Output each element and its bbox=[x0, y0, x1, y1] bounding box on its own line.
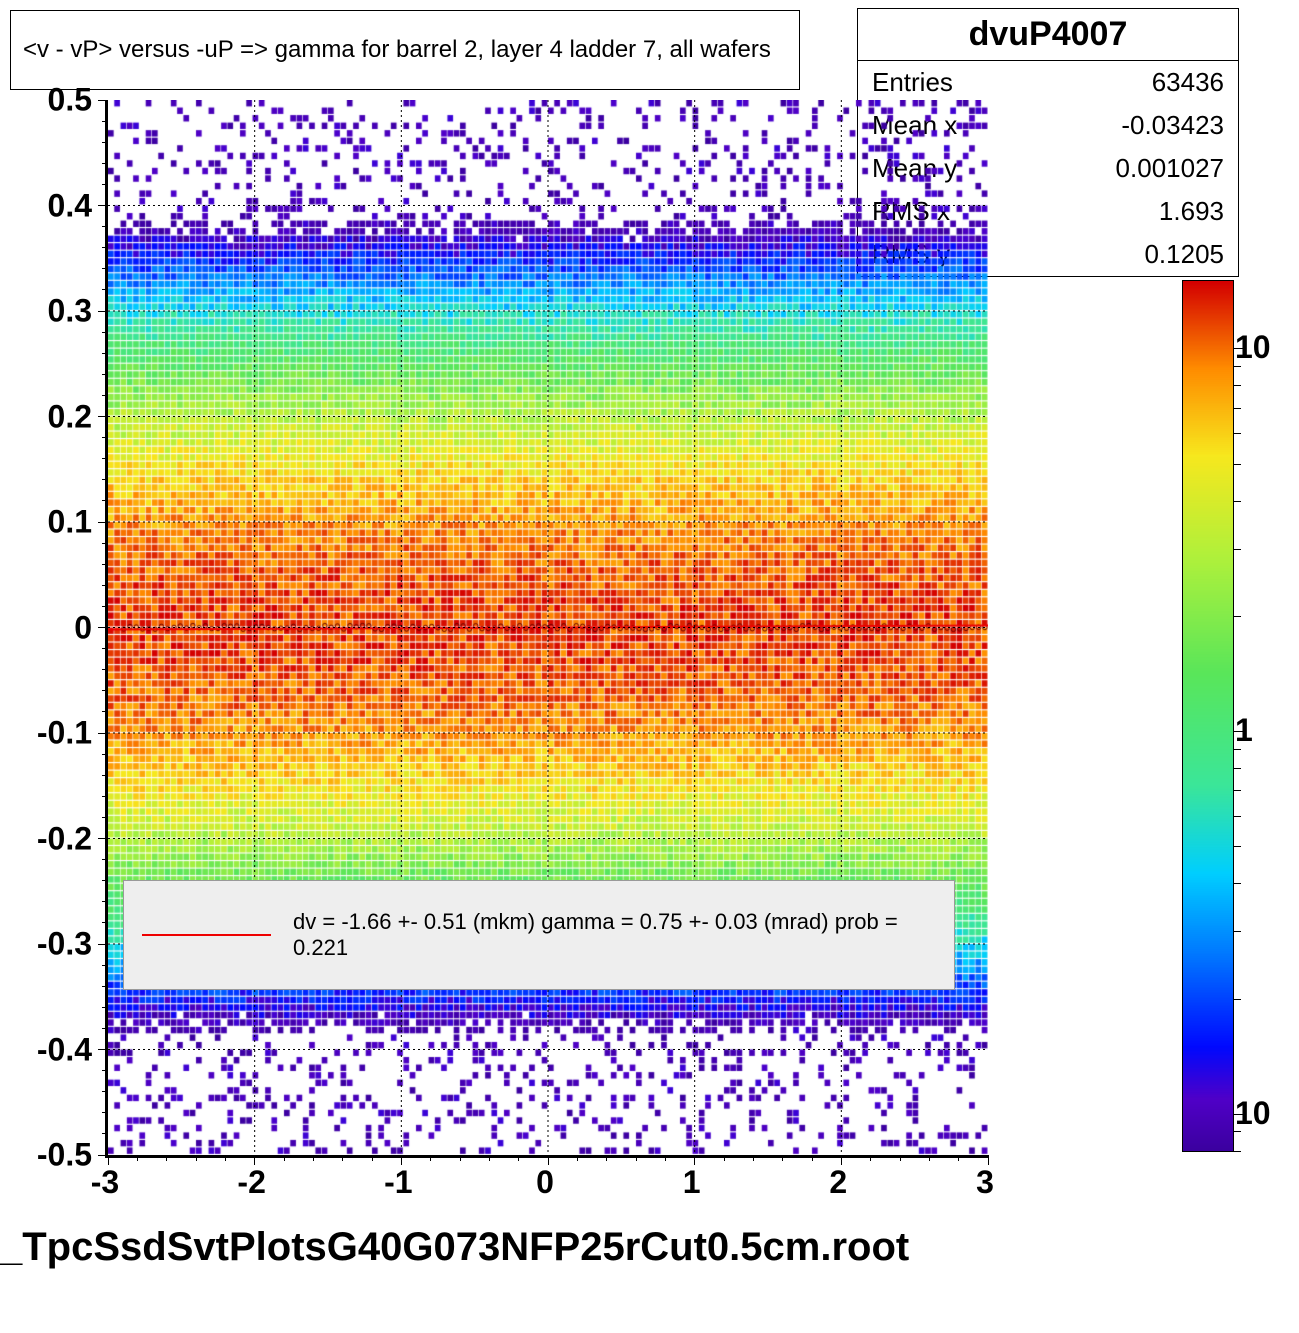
y-tick-label: 0 bbox=[74, 609, 92, 646]
y-tick-label: -0.1 bbox=[37, 715, 92, 752]
footer-filename: _TpcSsdSvtPlotsG40G073NFP25rCut0.5cm.roo… bbox=[0, 1225, 909, 1270]
stats-value: -0.03423 bbox=[1121, 110, 1224, 141]
y-tick-label: -0.3 bbox=[37, 926, 92, 963]
plot-title: <v - vP> versus -uP => gamma for barrel … bbox=[23, 36, 771, 64]
colorbar-labels: 10110 bbox=[1239, 280, 1299, 1150]
fit-legend: dv = -1.66 +- 0.51 (mkm) gamma = 0.75 +-… bbox=[123, 880, 955, 990]
stats-row: Entries 63436 bbox=[858, 61, 1238, 104]
stats-value: 0.001027 bbox=[1116, 153, 1224, 184]
x-tick-label: 1 bbox=[683, 1164, 701, 1201]
legend-text: dv = -1.66 +- 0.51 (mkm) gamma = 0.75 +-… bbox=[293, 909, 954, 961]
colorbar-tick-label: 10 bbox=[1235, 329, 1271, 366]
x-tick-label: 2 bbox=[829, 1164, 847, 1201]
legend-line-icon bbox=[142, 934, 271, 936]
y-tick-label: -0.2 bbox=[37, 820, 92, 857]
y-tick-label: -0.4 bbox=[37, 1031, 92, 1068]
y-tick-label: 0.1 bbox=[48, 504, 92, 541]
x-tick-label: -3 bbox=[91, 1164, 119, 1201]
root-container: <v - vP> versus -uP => gamma for barrel … bbox=[0, 0, 1299, 1333]
y-tick-label: 0.4 bbox=[48, 187, 92, 224]
x-tick-label: 0 bbox=[536, 1164, 554, 1201]
stats-name: dvuP4007 bbox=[858, 9, 1238, 61]
x-tick-label: -2 bbox=[237, 1164, 265, 1201]
stats-value: 63436 bbox=[1152, 67, 1224, 98]
stats-value: 1.693 bbox=[1159, 196, 1224, 227]
plot-title-box: <v - vP> versus -uP => gamma for barrel … bbox=[10, 10, 800, 90]
y-tick-label: -0.5 bbox=[37, 1137, 92, 1174]
y-tick-label: 0.3 bbox=[48, 293, 92, 330]
y-axis-labels: -0.5-0.4-0.3-0.2-0.100.10.20.30.40.5 bbox=[0, 100, 100, 1155]
y-tick-label: 0.5 bbox=[48, 82, 92, 119]
colorbar bbox=[1182, 280, 1234, 1152]
heatmap-canvas bbox=[108, 100, 988, 1155]
y-tick-label: 0.2 bbox=[48, 398, 92, 435]
plot-area bbox=[105, 100, 988, 1158]
colorbar-tick-label: 1 bbox=[1235, 712, 1253, 749]
stats-value: 0.1205 bbox=[1144, 239, 1224, 270]
colorbar-canvas bbox=[1183, 281, 1233, 1151]
x-axis-labels: -3-2-10123 bbox=[105, 1160, 985, 1200]
x-tick-label: 3 bbox=[976, 1164, 994, 1201]
stats-label: Entries bbox=[872, 67, 953, 98]
x-tick-label: -1 bbox=[384, 1164, 412, 1201]
colorbar-tick-label: 10 bbox=[1235, 1095, 1271, 1132]
